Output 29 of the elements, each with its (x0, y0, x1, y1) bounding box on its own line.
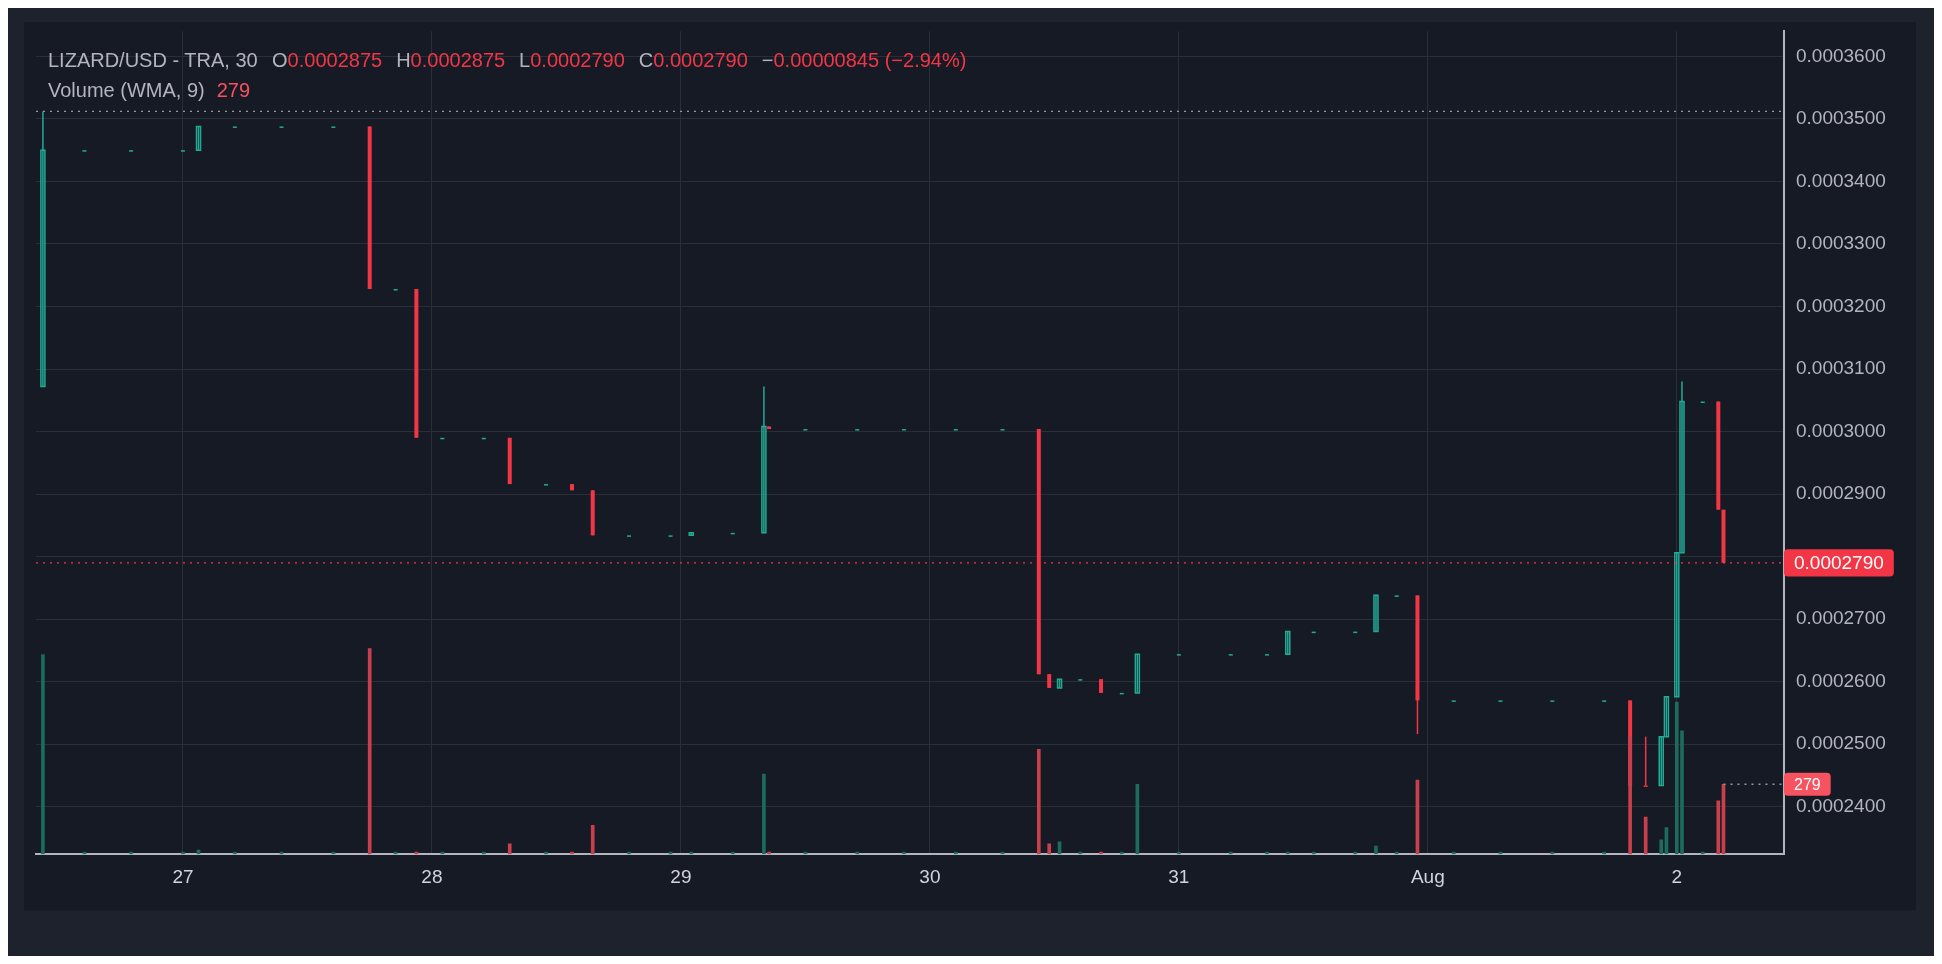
x-tick-label: Aug (1410, 865, 1445, 887)
ref-line-label: 0.0002790 (1794, 552, 1884, 574)
annotation: H0.0002875 (396, 48, 506, 71)
x-tick-label: 28 (421, 865, 443, 887)
annotation: L0.0002790 (519, 48, 625, 71)
chart-title: Volume (WMA, 9) (48, 78, 205, 101)
y-tick-label: 0.0003600 (1796, 44, 1886, 66)
annotation: −0.00000845 (−2.94%) (761, 48, 967, 71)
annotation: 279 (1794, 775, 1821, 793)
x-tick-label: 2 (1671, 865, 1683, 887)
x-tick-label: 27 (172, 865, 194, 887)
y-tick-label: 0.0002700 (1796, 607, 1886, 629)
y-tick-label: 0.0003100 (1796, 357, 1886, 379)
annotation: C0.0002790 (638, 48, 748, 71)
y-tick-label: 0.0003400 (1796, 169, 1886, 191)
annotation: 279 (216, 78, 251, 101)
x-tick-label: 31 (1168, 865, 1190, 887)
y-tick-label: 0.0003000 (1796, 419, 1886, 441)
y-tick-label: 0.0002500 (1796, 732, 1886, 754)
x-tick-label: 29 (670, 865, 692, 887)
y-tick-label: 0.0003500 (1796, 107, 1886, 129)
y-tick-label: 0.0002900 (1796, 482, 1886, 504)
y-tick-label: 0.0003200 (1796, 294, 1886, 316)
annotation: O0.0002875 (272, 48, 383, 71)
text: LIZARD/USD - TRA, 30 (48, 48, 258, 71)
y-tick-label: 0.0002600 (1796, 669, 1886, 691)
x-tick-label: 30 (919, 865, 941, 887)
y-tick-label: 0.0003300 (1796, 232, 1886, 254)
y-tick-label: 0.0002400 (1796, 794, 1886, 816)
